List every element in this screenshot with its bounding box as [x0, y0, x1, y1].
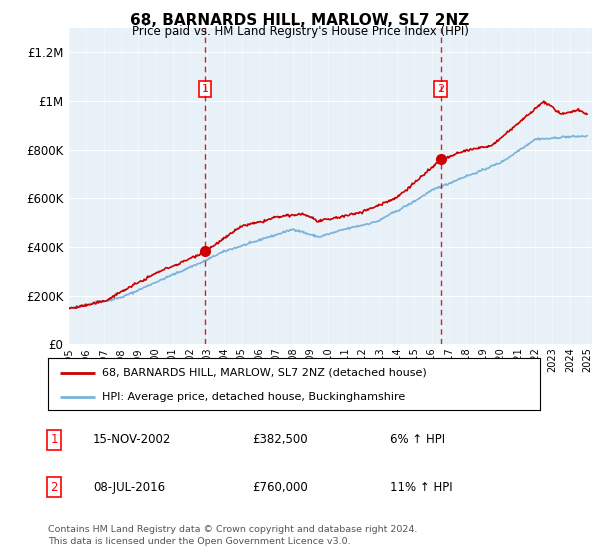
Text: 15-NOV-2002: 15-NOV-2002 [93, 433, 172, 446]
Text: 11% ↑ HPI: 11% ↑ HPI [390, 480, 452, 494]
Text: 1: 1 [50, 433, 58, 446]
Text: 08-JUL-2016: 08-JUL-2016 [93, 480, 165, 494]
Text: Price paid vs. HM Land Registry's House Price Index (HPI): Price paid vs. HM Land Registry's House … [131, 25, 469, 38]
Text: 68, BARNARDS HILL, MARLOW, SL7 2NZ: 68, BARNARDS HILL, MARLOW, SL7 2NZ [130, 13, 470, 28]
Text: 2: 2 [50, 480, 58, 494]
Text: Contains HM Land Registry data © Crown copyright and database right 2024.
This d: Contains HM Land Registry data © Crown c… [48, 525, 418, 546]
Text: 1: 1 [202, 84, 209, 94]
Text: 2: 2 [437, 84, 444, 94]
Text: £382,500: £382,500 [252, 433, 308, 446]
Text: HPI: Average price, detached house, Buckinghamshire: HPI: Average price, detached house, Buck… [102, 392, 406, 402]
Text: £760,000: £760,000 [252, 480, 308, 494]
Text: 6% ↑ HPI: 6% ↑ HPI [390, 433, 445, 446]
Text: 68, BARNARDS HILL, MARLOW, SL7 2NZ (detached house): 68, BARNARDS HILL, MARLOW, SL7 2NZ (deta… [102, 368, 427, 378]
